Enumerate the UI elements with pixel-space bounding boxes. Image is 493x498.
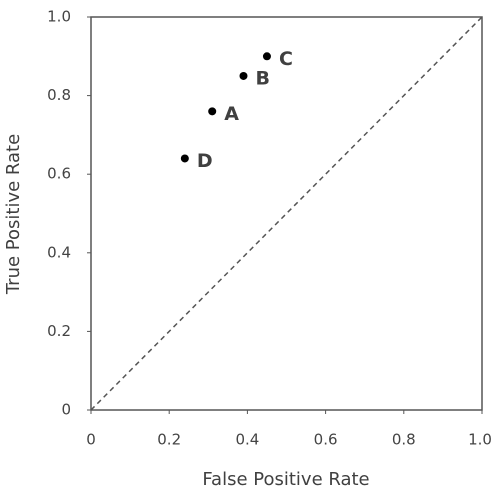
y-tick-label: 1.0 xyxy=(47,8,71,26)
point-label: C xyxy=(279,48,293,70)
y-tick-label: 0.8 xyxy=(47,86,71,104)
x-tick-label: 0.8 xyxy=(392,431,416,449)
x-tick-label: 0.2 xyxy=(157,431,181,449)
point xyxy=(208,107,217,116)
x-tick-label: 1.0 xyxy=(468,431,492,449)
y-tick-label: 0 xyxy=(61,401,71,419)
point-label: D xyxy=(197,150,213,172)
y-tick-label: 0.2 xyxy=(47,322,71,340)
x-tick-label: 0 xyxy=(86,431,96,449)
y-axis-title: True Positive Rate xyxy=(3,134,24,295)
point-label: A xyxy=(224,103,239,125)
plot-frame xyxy=(90,16,483,411)
y-tick-label: 0.6 xyxy=(47,165,71,183)
y-tick-label: 0.4 xyxy=(47,243,71,261)
point xyxy=(180,154,189,163)
x-tick-label: 0.6 xyxy=(314,431,338,449)
x-tick-label: 0.4 xyxy=(235,431,259,449)
x-axis-title: False Positive Rate xyxy=(202,469,369,490)
point-label: B xyxy=(255,67,269,89)
diagonal xyxy=(90,16,483,411)
point xyxy=(239,71,248,80)
point xyxy=(262,52,271,61)
